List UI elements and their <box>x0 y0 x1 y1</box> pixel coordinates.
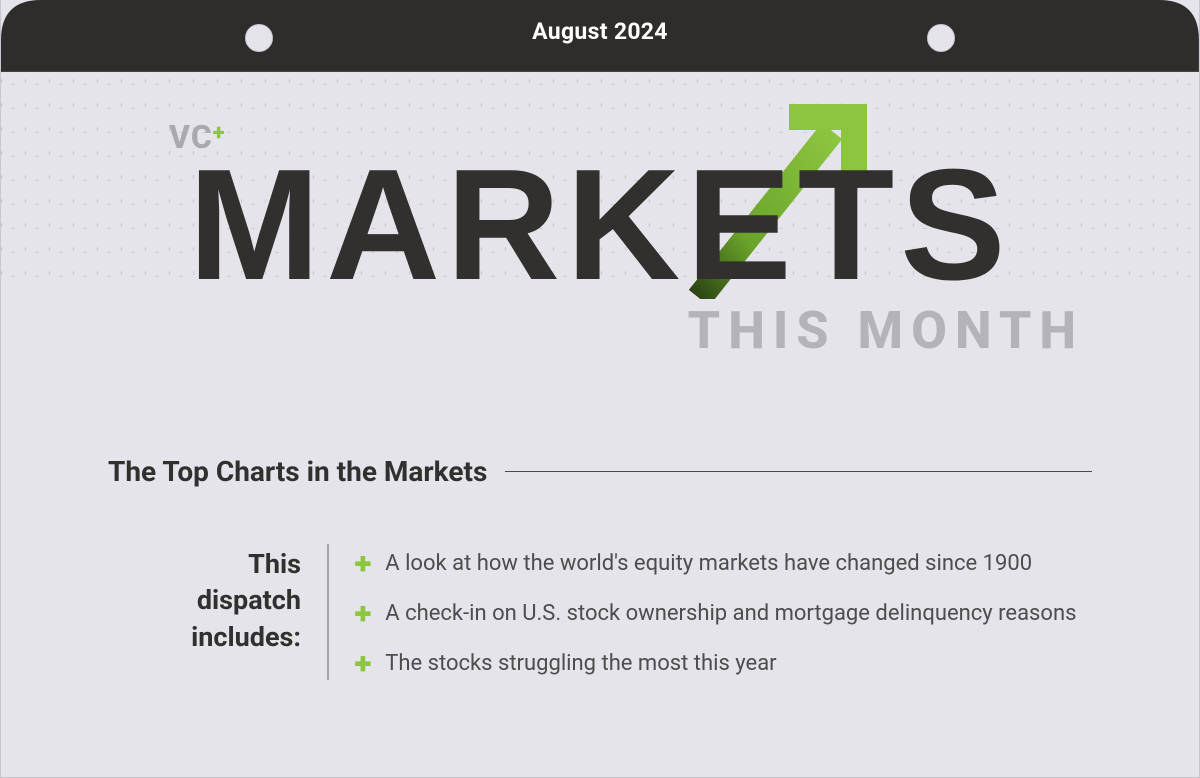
dispatch-label-line: includes: <box>191 621 301 653</box>
list-item: ✚ A check-in on U.S. stock ownership and… <box>355 598 1093 630</box>
logo-block: VC+ MARKETS THIS MONTH <box>1 118 1199 361</box>
dispatch-label: This dispatch includes: <box>126 544 301 680</box>
list-item: ✚ The stocks struggling the most this ye… <box>355 648 1093 680</box>
list-item-text: The stocks struggling the most this year <box>385 648 776 680</box>
markets-title: MARKETS <box>188 146 1011 304</box>
dispatch-divider <box>327 544 329 680</box>
section-heading-text: The Top Charts in the Markets <box>108 455 487 488</box>
list-item-text: A look at how the world's equity markets… <box>385 548 1032 580</box>
plus-bullet-icon: ✚ <box>355 550 372 580</box>
markets-title-wrap: MARKETS <box>188 146 1011 304</box>
header-date: August 2024 <box>1 0 1199 45</box>
plus-bullet-icon: ✚ <box>355 600 372 630</box>
list-item: ✚ A look at how the world's equity marke… <box>355 548 1093 580</box>
punch-hole-right <box>927 24 955 52</box>
section-heading-rule <box>505 471 1092 473</box>
list-item-text: A check-in on U.S. stock ownership and m… <box>385 598 1076 630</box>
section-heading: The Top Charts in the Markets <box>108 455 1092 488</box>
punch-hole-left <box>245 24 273 52</box>
header-bar: August 2024 <box>1 0 1199 72</box>
markets-card: August 2024 VC+ MARKETS <box>0 0 1200 778</box>
dispatch-label-line: dispatch <box>197 584 301 616</box>
dispatch-block: This dispatch includes: ✚ A look at how … <box>126 544 1092 680</box>
plus-bullet-icon: ✚ <box>355 650 372 680</box>
dispatch-list: ✚ A look at how the world's equity marke… <box>355 544 1093 680</box>
dispatch-label-line: This <box>248 548 301 580</box>
